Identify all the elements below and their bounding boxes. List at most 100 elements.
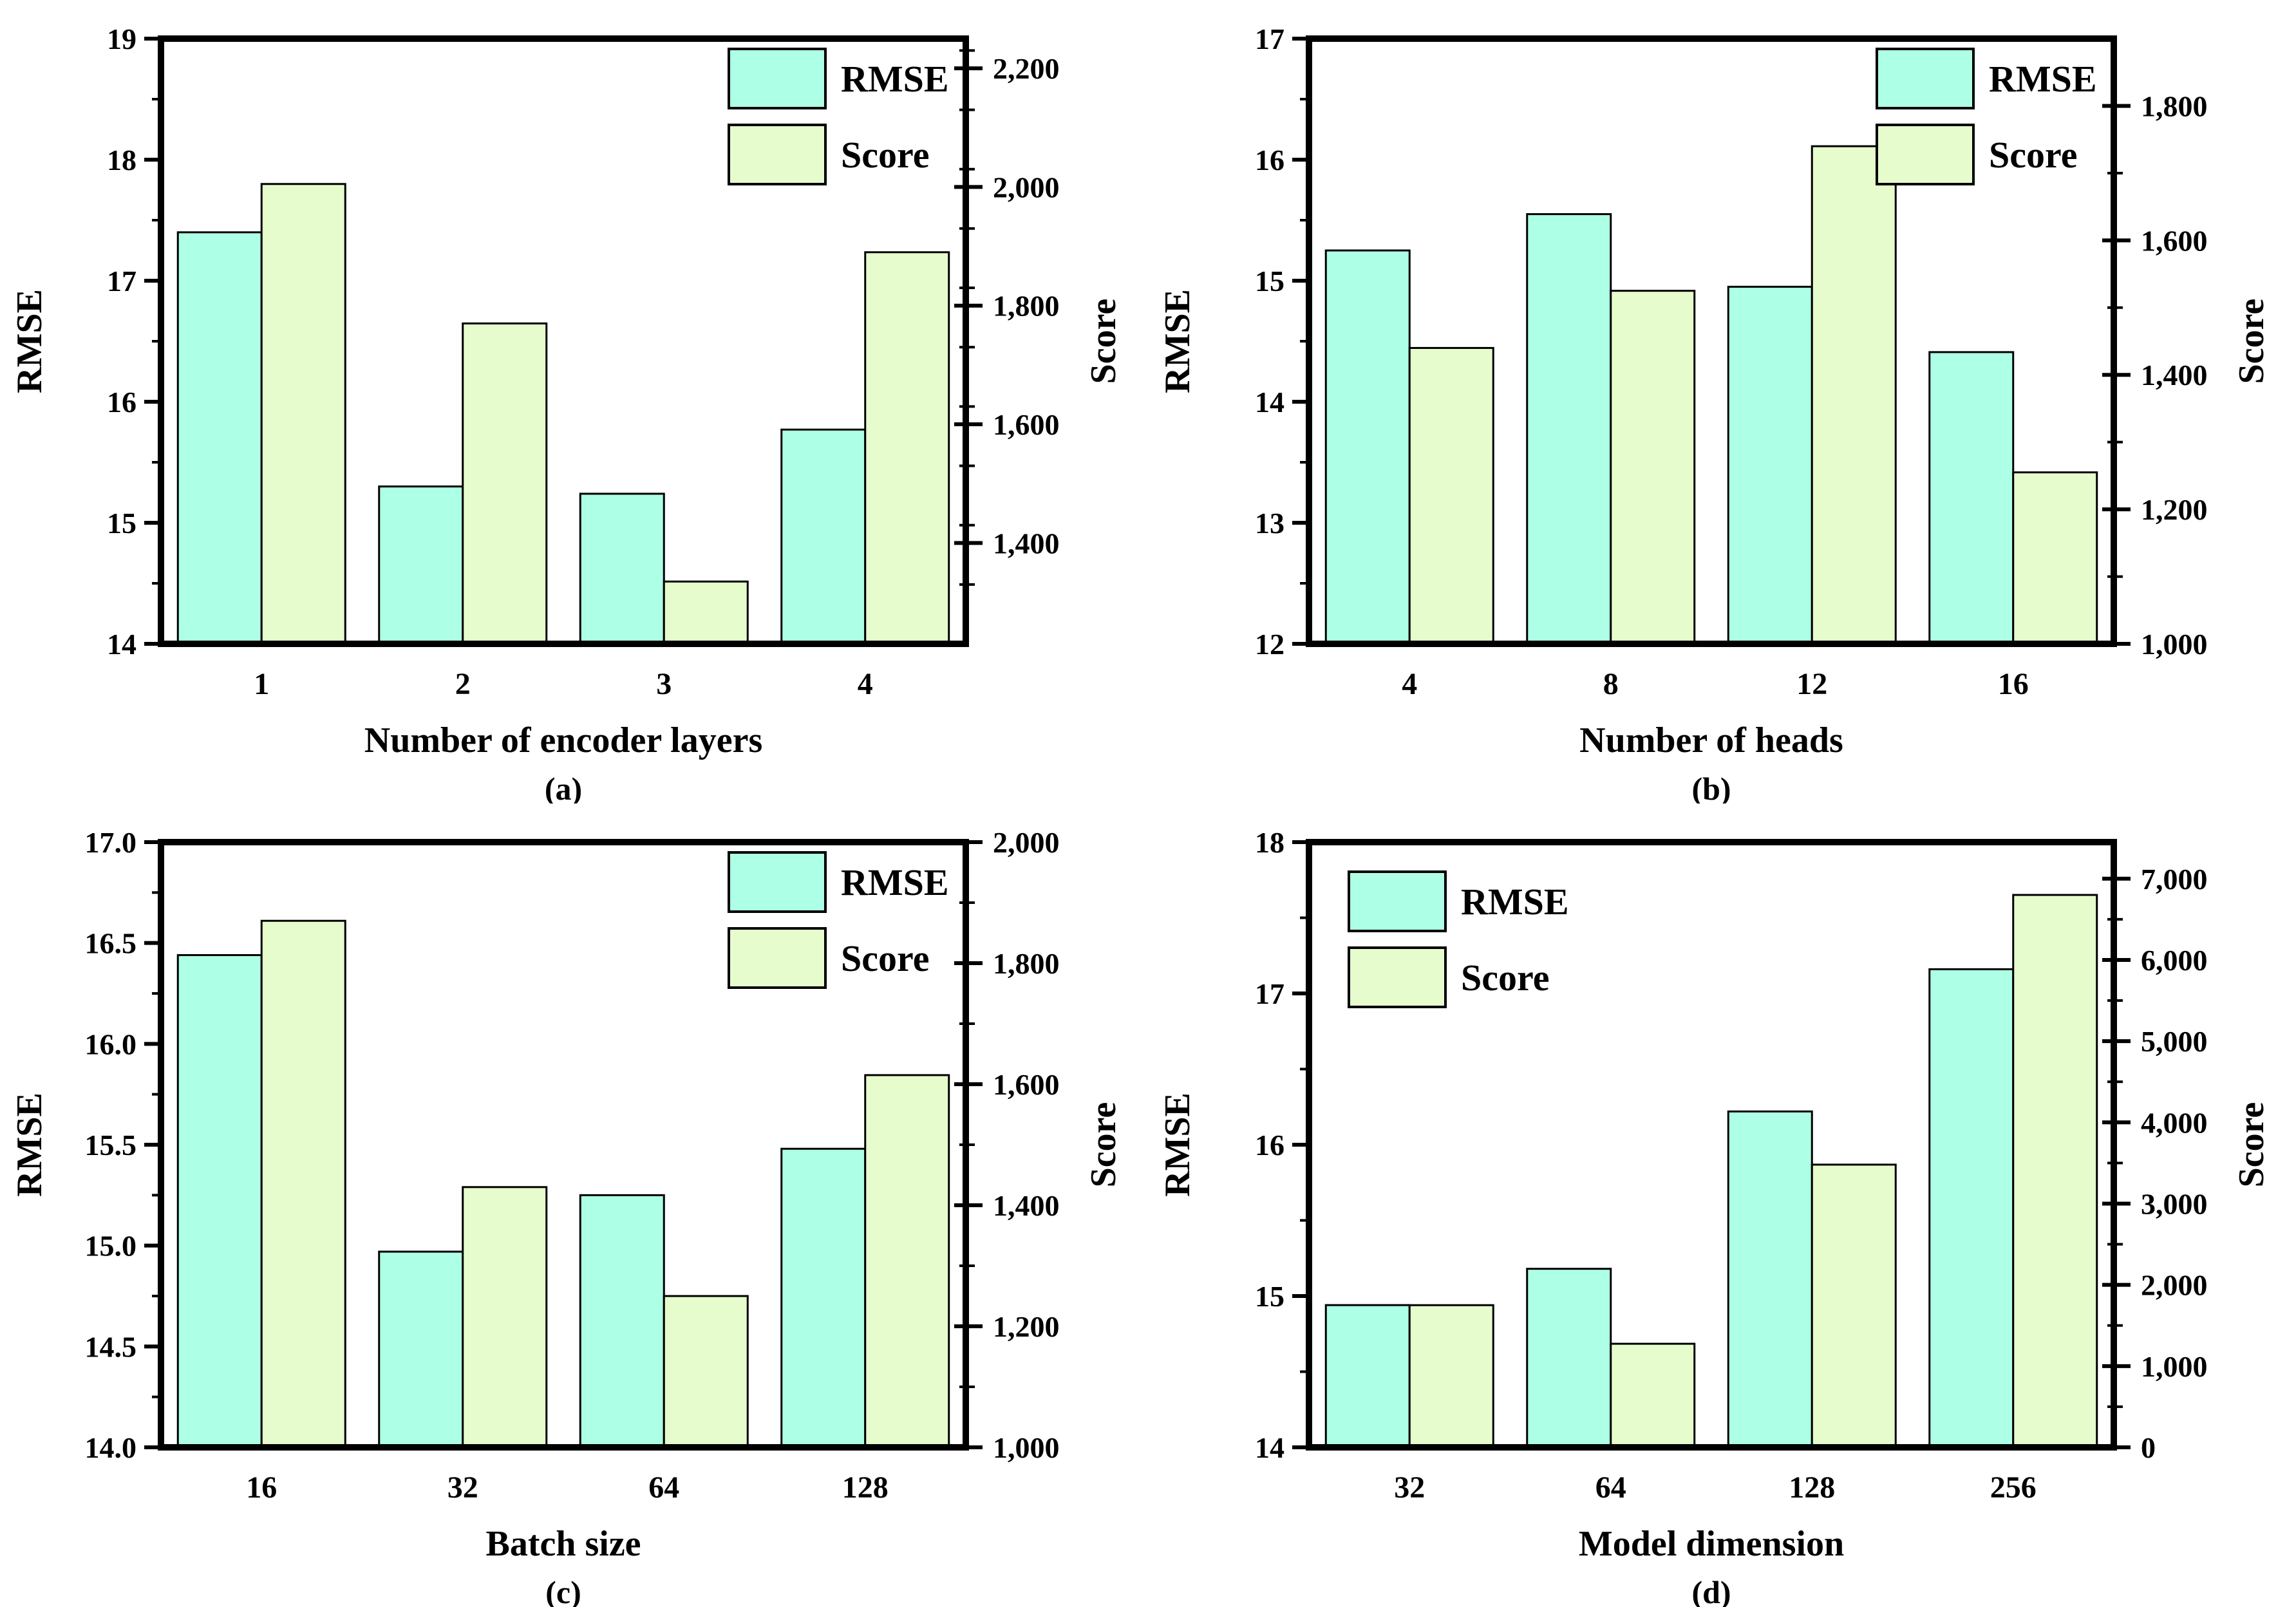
left-tick-label: 17 — [1255, 977, 1284, 1010]
left-tick-label: 17 — [107, 265, 136, 297]
legend-swatch-rmse — [1348, 870, 1447, 932]
x-axis-a: 1 2 3 4 — [254, 667, 873, 701]
left-tick-label: 16.5 — [85, 927, 137, 960]
category-label: 128 — [842, 1471, 889, 1505]
x-axis-title: Batch size — [485, 1524, 641, 1564]
bar-score-c-32 — [462, 1186, 548, 1449]
right-tick-label: 1,600 — [993, 408, 1060, 441]
left-tick-label: 16 — [107, 386, 136, 418]
right-tick-label: 7,000 — [2141, 863, 2208, 896]
right-tick-label: 6,000 — [2141, 944, 2208, 977]
legend-a: RMSE Score — [728, 48, 949, 185]
category-label: 4 — [1402, 667, 1417, 701]
chart-canvas-a: 141516171819RMSE1,4001,6001,8002,0002,20… — [10, 23, 1124, 804]
legend-label-rmse: RMSE — [1989, 58, 2097, 100]
right-tick-label: 1,600 — [993, 1068, 1060, 1101]
legend-swatch-score — [728, 927, 827, 989]
legend-c: RMSE Score — [728, 851, 949, 989]
left-tick-label: 18 — [107, 144, 136, 176]
category-label: 32 — [447, 1471, 478, 1505]
legend-d: RMSE Score — [1348, 870, 1569, 1008]
right-tick-label: 1,400 — [993, 527, 1060, 559]
right-tick-label: 1,000 — [993, 1431, 1060, 1464]
left-tick-label: 15.0 — [85, 1230, 137, 1263]
chart-canvas-b: 12 13 14 15 16 17 RMSE 1,000 1,200 1,400 1,600 1,80… — [1158, 23, 2272, 804]
left-axis-c: 14.0 14.5 15.0 15.5 16.0 16.5 17.0 — [85, 826, 161, 1464]
left-tick-label: 14 — [1255, 1431, 1284, 1464]
category-label: 64 — [1595, 1471, 1626, 1505]
left-tick-label: 15 — [1255, 265, 1284, 297]
bar-score-a-4 — [864, 251, 950, 645]
legend-swatch-rmse — [1876, 48, 1975, 109]
legend-label-rmse: RMSE — [1461, 881, 1569, 923]
legend-label-score: Score — [841, 937, 929, 979]
bar-rmse-a-4 — [780, 428, 867, 645]
bar-score-b-8 — [1610, 290, 1696, 645]
category-label: 8 — [1603, 667, 1619, 701]
bars-a — [176, 183, 950, 645]
right-tick-label: 1,600 — [2141, 224, 2208, 257]
right-tick-label: 1,200 — [993, 1310, 1060, 1343]
legend-label-score: Score — [1461, 957, 1549, 999]
left-axis-d: 14 15 16 17 18 — [1255, 826, 1309, 1464]
legend-label-rmse: RMSE — [841, 861, 949, 903]
chart-canvas-c: 14.0 14.5 15.0 15.5 16.0 16.5 17.0 RMSE 1,000 1,2… — [10, 826, 1124, 1607]
panel-label: (d) — [1691, 1574, 1731, 1607]
panel-label: (c) — [545, 1574, 581, 1607]
right-tick-label: 1,800 — [2141, 89, 2208, 122]
right-axis-a: 1,400 1,600 1,800 2,000 2,200 — [954, 49, 1060, 586]
bar-rmse-b-16 — [1928, 351, 2015, 645]
bar-score-a-3 — [663, 580, 749, 645]
bar-score-d-256 — [2012, 894, 2098, 1449]
chart-canvas-d: 14 15 16 17 18 RMSE 0 1,000 2,000 3,000 4,000 5,000… — [1158, 826, 2272, 1607]
category-label: 64 — [648, 1471, 679, 1505]
bar-rmse-a-1 — [176, 231, 263, 645]
category-label: 12 — [1796, 667, 1827, 701]
left-tick-label: 17.0 — [85, 826, 137, 859]
legend-swatch-score — [728, 124, 827, 185]
left-tick-label: 14.5 — [85, 1330, 137, 1363]
right-tick-label: 1,800 — [993, 290, 1060, 323]
chart-panel-c: 14.0 14.5 15.0 15.5 16.0 16.5 17.0 RMSE 1,000 1,2… — [0, 804, 1148, 1607]
right-axis-b: 1,000 1,200 1,400 1,600 1,800 — [2102, 89, 2208, 661]
bar-score-b-16 — [2012, 471, 2098, 645]
chart-panel-b: 12 13 14 15 16 17 RMSE 1,000 1,200 1,400 1,600 1,80… — [1148, 0, 2296, 804]
right-tick-label: 2,200 — [993, 52, 1060, 85]
bar-score-a-2 — [462, 322, 548, 645]
chart-panel-d: 14 15 16 17 18 RMSE 0 1,000 2,000 3,000 4,000 5,000… — [1148, 804, 2296, 1607]
bar-score-c-128 — [864, 1074, 950, 1449]
bar-rmse-d-256 — [1928, 968, 2015, 1449]
legend-label-score: Score — [841, 134, 929, 176]
bar-score-d-32 — [1408, 1304, 1494, 1449]
bars-d — [1324, 894, 2098, 1449]
right-tick-label: 2,000 — [993, 826, 1060, 859]
panel-label: (a) — [545, 771, 582, 804]
right-axis-d: 0 1,000 2,000 3,000 4,000 5,000 6,000 7,000 — [2102, 863, 2208, 1464]
right-axis-title: Score — [2232, 1102, 2272, 1188]
left-tick-label: 16 — [1255, 1129, 1284, 1161]
left-tick-label: 16.0 — [85, 1028, 137, 1060]
x-axis-title: Number of heads — [1579, 720, 1843, 760]
x-axis-title: Model dimension — [1579, 1524, 1844, 1564]
x-axis-b: 4 8 12 16 — [1402, 667, 2029, 701]
left-tick-label: 15 — [107, 507, 136, 540]
bar-score-d-128 — [1811, 1163, 1897, 1449]
bars-b — [1324, 145, 2098, 645]
left-axis-b: 12 13 14 15 16 17 — [1255, 23, 1309, 661]
left-tick-label: 15.5 — [85, 1129, 137, 1161]
bar-rmse-a-2 — [378, 485, 464, 645]
category-label: 16 — [246, 1471, 277, 1505]
bar-rmse-c-128 — [780, 1147, 867, 1449]
category-label: 32 — [1394, 1471, 1425, 1505]
left-tick-label: 14.0 — [85, 1431, 137, 1464]
right-tick-label: 0 — [2141, 1431, 2156, 1464]
bar-rmse-d-32 — [1324, 1304, 1411, 1449]
right-axis-title: Score — [1084, 299, 1124, 384]
bar-score-b-12 — [1811, 145, 1897, 645]
legend-swatch-rmse — [728, 48, 827, 109]
right-axis-title: Score — [2232, 299, 2272, 384]
bar-rmse-c-64 — [579, 1194, 665, 1449]
left-axis-a: 14 15 16 17 18 19 — [107, 23, 161, 661]
right-tick-label: 2,000 — [993, 171, 1060, 203]
left-tick-label: 14 — [107, 628, 136, 661]
